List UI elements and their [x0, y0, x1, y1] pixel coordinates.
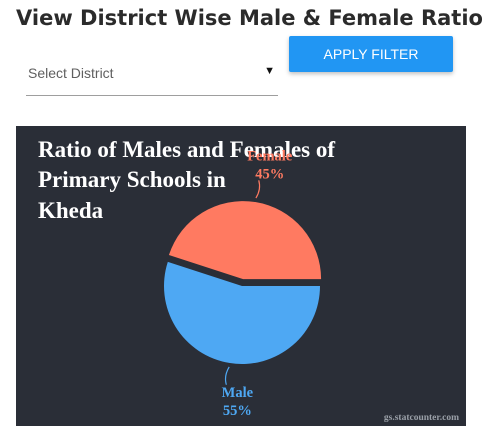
- connector-female: [255, 180, 261, 199]
- pie-slices: [164, 201, 322, 364]
- district-select-placeholder: Select District: [28, 65, 114, 81]
- pie-chart: Ratio of Males and Females of Primary Sc…: [38, 137, 459, 423]
- apply-filter-button[interactable]: APPLY FILTER: [289, 36, 453, 72]
- chart-title-line-2: Primary Schools in: [38, 167, 226, 192]
- connector-male: [224, 366, 230, 385]
- pie-slice-female[interactable]: [168, 201, 322, 280]
- pie-slice-male[interactable]: [164, 261, 320, 364]
- chart-title-line-1: Ratio of Males and Females of: [38, 137, 335, 162]
- slice-label-value-male: 55%: [223, 403, 252, 419]
- chart-credit: gs.statcounter.com: [384, 413, 459, 423]
- chart-panel: Ratio of Males and Females of Primary Sc…: [16, 126, 466, 426]
- caret-down-icon: ▼: [264, 65, 275, 77]
- slice-label-name-female: Female: [247, 148, 293, 164]
- slice-label-name-male: Male: [222, 385, 254, 401]
- pie-labels: Female 45% Male 55%: [222, 148, 293, 418]
- page-title: View District Wise Male & Female Ratio: [16, 6, 483, 30]
- chart-title-line-3: Kheda: [38, 198, 104, 223]
- district-select[interactable]: Select District ▼: [26, 56, 278, 96]
- slice-label-value-female: 45%: [255, 166, 284, 182]
